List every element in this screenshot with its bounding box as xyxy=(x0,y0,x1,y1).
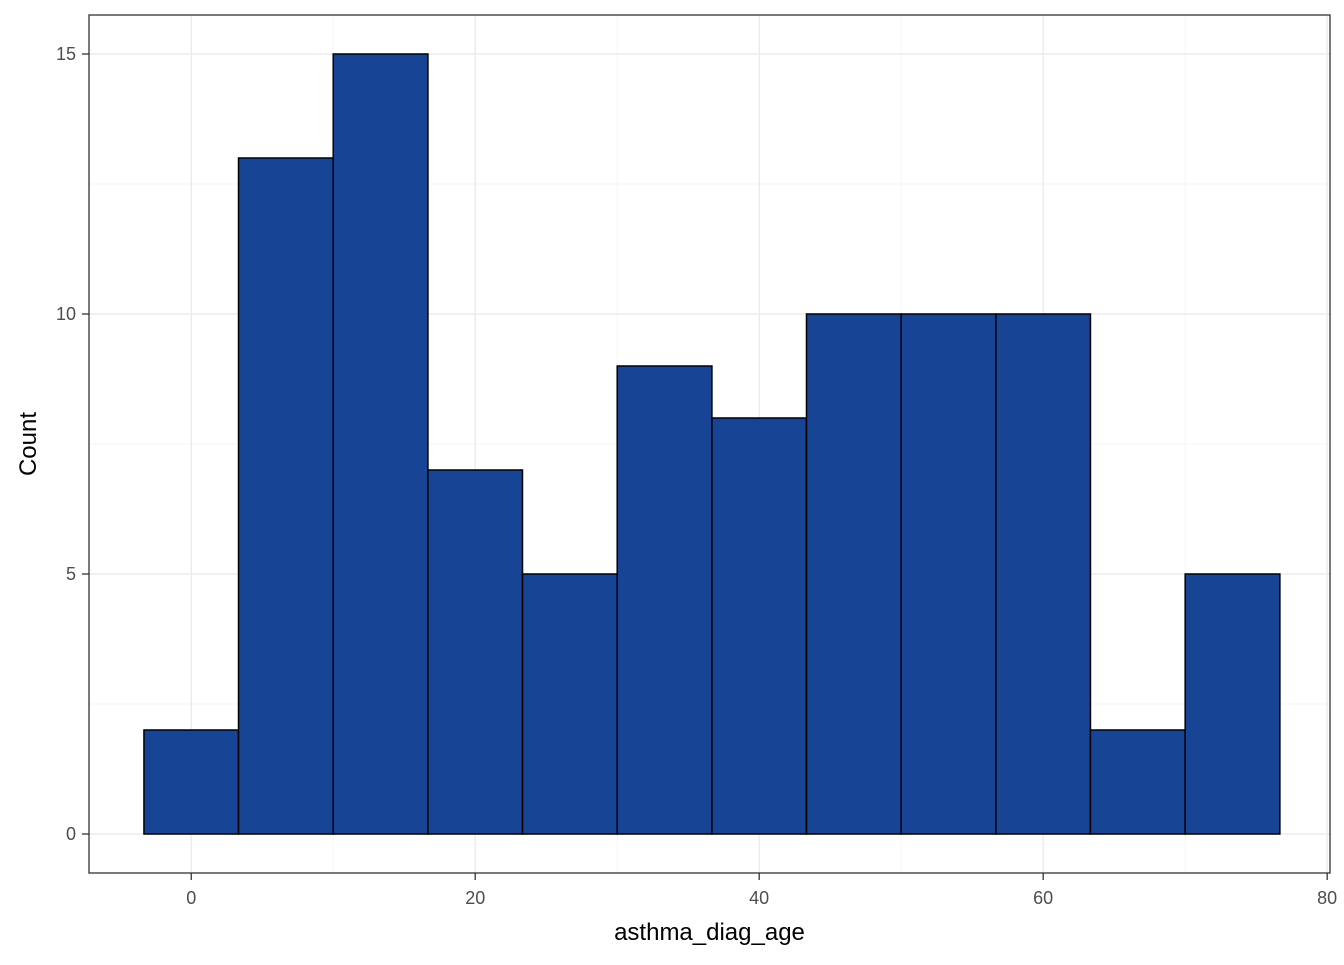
y-tick-label: 10 xyxy=(56,304,76,324)
x-tick-label: 80 xyxy=(1317,888,1337,908)
histogram-bar xyxy=(1184,573,1281,835)
bars-layer xyxy=(143,53,1281,835)
axis-layer: 0 20 40 60 80 0 5 10 15 xyxy=(56,44,1337,908)
y-tick-label: 0 xyxy=(66,824,76,844)
x-tick-label: 0 xyxy=(186,888,196,908)
panel-border xyxy=(88,14,1331,874)
histogram-bar xyxy=(616,365,713,835)
y-tick-label: 5 xyxy=(66,564,76,584)
y-axis-title: Count xyxy=(15,412,42,476)
histogram-bar xyxy=(237,157,334,835)
histogram-bar xyxy=(805,313,902,835)
histogram-bar xyxy=(711,417,808,835)
x-tick-label: 60 xyxy=(1033,888,1053,908)
histogram-bar xyxy=(995,313,1092,835)
x-tick-label: 40 xyxy=(749,888,769,908)
histogram-bar xyxy=(332,53,429,835)
x-axis-title: asthma_diag_age xyxy=(614,919,805,946)
y-tick-label: 15 xyxy=(56,44,76,64)
histogram-bar xyxy=(900,313,997,835)
histogram-bar xyxy=(427,469,524,835)
histogram-bar xyxy=(143,729,240,835)
histogram-bar xyxy=(1089,729,1186,835)
x-tick-label: 20 xyxy=(465,888,485,908)
histogram-bar xyxy=(521,573,618,835)
